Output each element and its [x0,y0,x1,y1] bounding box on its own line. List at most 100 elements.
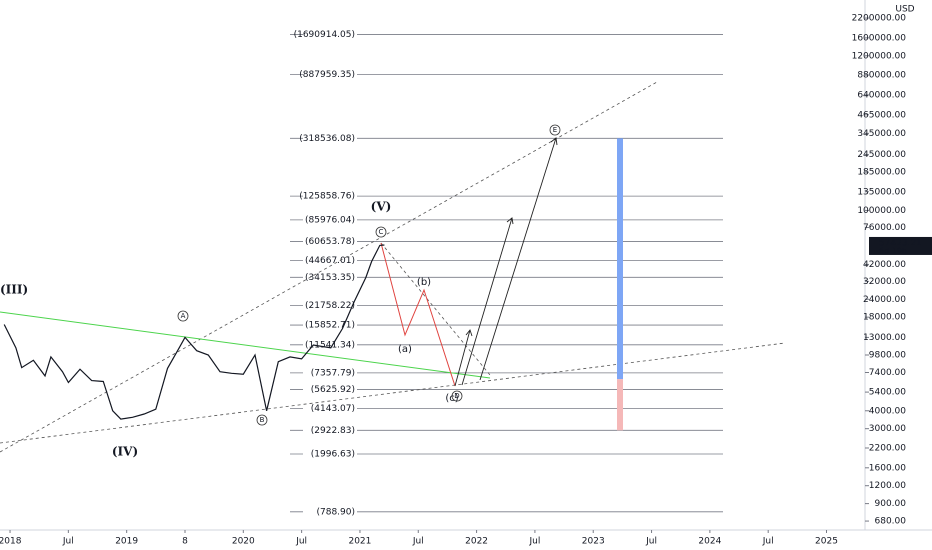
green-trendline [0,311,491,379]
x-tick-label: 2019 [115,537,138,547]
x-tick-label: 2020 [232,537,255,547]
annotation: (a) [398,344,412,355]
level-label: (21758.22) [305,301,355,311]
y-tick-label: 1600000.00 [852,33,907,43]
level-label-bg [303,28,357,41]
level-label: (1690914.05) [294,30,355,40]
level-label: (15852.71) [305,321,355,331]
y-tick-label: 345000.00 [857,129,906,139]
y-tick-label: 32000.00 [863,277,906,287]
level-label-bg [303,132,357,145]
last-price: 57423.21 [879,238,922,248]
level-label-bg [303,68,357,81]
annotation: D [454,392,459,400]
level-label-bg [303,383,357,396]
x-tick-label: Jul [412,537,424,547]
level-label: (44667.01) [305,256,355,266]
y-tick-label: 680.00 [875,517,907,527]
y-tick-label: 2200.00 [869,443,906,453]
x-tick-label: Jul [762,537,774,547]
fib-levels: (1690914.05) (887959.35) (318536.08) (12585… [290,28,723,518]
red-wave-path [380,242,456,387]
arrow [461,217,513,386]
level-label: (2922.83) [311,426,355,436]
plot: (III) (IV) (V) A B C D E (a) (b) (c) [0,124,623,459]
level-label-bg [303,338,357,351]
annotation: (c) [445,393,458,404]
x-tick-label: 2023 [582,537,605,547]
level-label: (7357.79) [311,368,355,378]
arrow-head [506,217,514,225]
y-tick-label: 245000.00 [857,150,906,160]
y-tick-label: 1200.00 [869,481,906,491]
y-tick-label: 24000.00 [863,295,906,305]
annotation: E [553,126,557,134]
x-tick-label: 2021 [348,537,371,547]
annotation: A [181,312,186,320]
level-label: (318536.08) [299,134,355,144]
x-tick-label: 2024 [698,537,721,547]
drawings [0,81,786,453]
x-tick-label: 2018 [0,537,22,547]
y-tick-label: 880000.00 [857,71,906,81]
level-label-bg [303,366,357,379]
currency: USD [895,5,914,15]
level-label: (60653.78) [305,237,355,247]
y-tick-label: 5400.00 [869,388,906,398]
y-tick-label: 7400.00 [869,368,906,378]
price-axis [865,0,932,550]
y-tick-label: 3000.00 [869,424,906,434]
annotation: (IV) [112,445,138,459]
countdown: 6d 19h [879,246,907,255]
y-tick-label: 1600.00 [869,463,906,473]
y-tick-label: 640000.00 [857,90,906,100]
level-label-bg [303,254,357,267]
annotation: (III) [0,283,28,297]
arrow-head [550,137,558,146]
dashed-path [380,242,491,376]
annotation: (b) [417,277,431,288]
arrow [454,329,471,387]
level-label-bg [303,505,357,518]
level-label: (11541.34) [305,340,355,350]
level-label: (887959.35) [299,70,355,80]
level-label: (788.90) [316,507,355,517]
x-tick-label: Jul [645,537,657,547]
y-tick-label: 9800.00 [869,351,906,361]
level-label-bg [303,299,357,312]
y-tick-label: 13000.00 [863,333,906,343]
price-tag [869,236,932,255]
annotation: B [260,416,265,424]
y-tick-label: 4000.00 [869,406,906,416]
position-target [617,138,623,380]
y-tick-label: 42000.00 [863,260,906,270]
annotation-circle [451,390,463,402]
y-tick-label: 185000.00 [857,168,906,178]
y-tick-label: 18000.00 [863,313,906,323]
x-tick-label: Jul [528,537,540,547]
level-label-bg [303,235,357,248]
x-tick-label: Jul [295,537,307,547]
x-tick-label: 2022 [465,537,488,547]
arrow [479,137,557,381]
x-tick-label: 8 [182,537,188,547]
position-stop [617,379,623,431]
level-label: (1996.63) [311,450,355,460]
level-label: (125858.76) [299,192,355,202]
level-label: (85976.04) [305,215,355,225]
annotation-circle [549,124,561,136]
y-tick-label: 1200000.00 [852,51,907,61]
annotation-circle [177,310,189,322]
y-tick-label: 100000.00 [857,206,906,216]
level-label-bg [303,402,357,415]
level-label: (34153.35) [305,273,355,283]
level-label-bg [303,424,357,437]
level-label: (5625.92) [311,385,355,395]
y-tick-label: 465000.00 [857,110,906,120]
level-label-bg [303,213,357,226]
y-tick-label: 76000.00 [863,223,906,233]
x-tick-label: Jul [62,537,74,547]
arrow-head [465,329,473,337]
y-tick-label: 2200000.00 [852,14,907,24]
